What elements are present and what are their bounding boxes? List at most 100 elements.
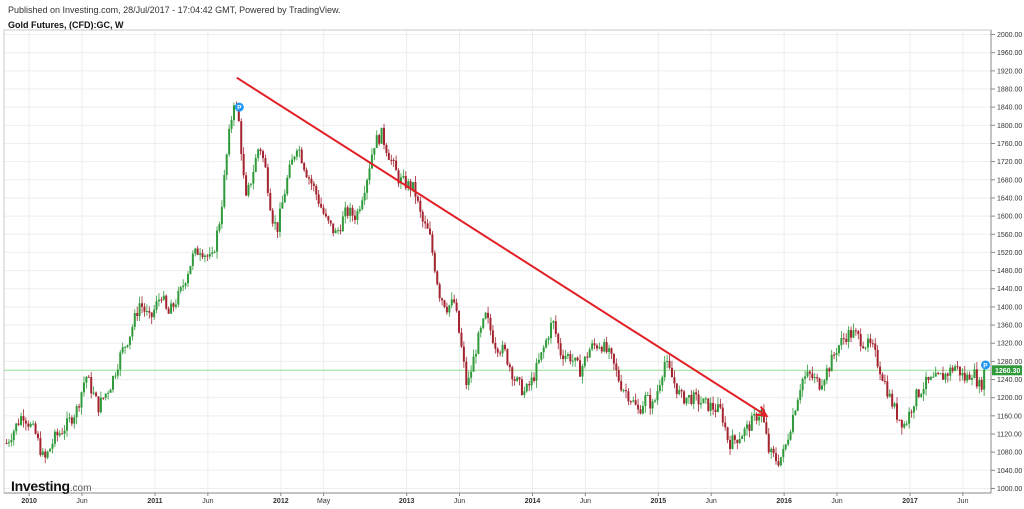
candle-body (598, 346, 601, 349)
candle-body (796, 399, 799, 411)
x-tick-label: 2011 (147, 498, 162, 505)
candle-body (595, 345, 598, 349)
candle-body (820, 385, 823, 390)
candle-body (581, 366, 584, 377)
candle-body (148, 311, 151, 313)
candle-body (683, 391, 686, 404)
candle-body (356, 211, 359, 220)
candle-body (7, 442, 10, 444)
candle-body (975, 369, 978, 387)
candle-body (56, 431, 59, 436)
candle-body (862, 346, 865, 349)
candle-body (155, 301, 158, 310)
candle-body (218, 224, 221, 231)
candle-body (496, 348, 499, 353)
y-tick-label: 2000.00 (997, 32, 1022, 39)
y-tick-label: 1520.00 (997, 250, 1022, 257)
candle-body (373, 148, 376, 155)
candle-body (494, 343, 497, 349)
candle-body (571, 360, 574, 362)
candle-body (99, 397, 102, 413)
candle-body (361, 200, 364, 210)
candle-body (177, 291, 180, 305)
candle-body (116, 369, 119, 376)
candle-body (208, 254, 211, 257)
candle-body (791, 414, 794, 432)
candle-body (462, 346, 465, 362)
candle-body (542, 347, 545, 353)
candle-body (339, 230, 342, 232)
candle-body (230, 119, 233, 129)
candle-body (748, 424, 751, 431)
candle-body (402, 175, 405, 178)
candle-body (525, 384, 528, 392)
candle-body (520, 379, 523, 395)
candle-body (262, 151, 265, 159)
candle-body (249, 183, 252, 185)
candle-body (576, 357, 579, 361)
x-axis: 2010 Jun 2011 Jun 2012 May 2013 Jun 2014 Jun 2015 J… (4, 492, 991, 505)
y-tick-label: 1920.00 (997, 68, 1022, 75)
y-tick-label: 1680.00 (997, 177, 1022, 184)
candle-body (145, 311, 148, 313)
candle-body (395, 160, 398, 171)
candle-body (678, 390, 681, 395)
candle-body (424, 221, 427, 224)
candle-body (337, 230, 340, 232)
candle-body (741, 436, 744, 439)
candle-body (305, 169, 308, 178)
candle-body (789, 431, 792, 440)
candle-body (925, 376, 928, 390)
candle-body (530, 377, 533, 386)
candle-body (857, 331, 860, 335)
candle-body (874, 343, 877, 350)
candle-body (421, 211, 424, 222)
candle-body (150, 312, 153, 318)
candle-body (772, 448, 775, 454)
candle-body (281, 202, 284, 209)
candle-body (883, 380, 886, 382)
y-tick-label: 1280.00 (997, 359, 1022, 366)
candle-body (380, 127, 383, 144)
candle-body (675, 383, 678, 395)
candle-body (245, 175, 248, 196)
candle-body (85, 376, 88, 383)
candle-body (702, 398, 705, 404)
x-tick-label: Jun (76, 498, 87, 505)
candle-body (237, 106, 240, 122)
candle-body (199, 253, 202, 255)
candle-body (971, 377, 974, 380)
candle-body (850, 330, 853, 338)
candle-body (274, 222, 277, 224)
candle-body (141, 303, 144, 307)
candle-body (283, 193, 286, 203)
candle-body (753, 414, 756, 416)
event-markers: PP (234, 102, 990, 370)
candle-body (271, 210, 274, 224)
candle-body (419, 200, 422, 212)
candle-body (816, 377, 819, 379)
candle-body (724, 422, 727, 428)
candle-body (508, 364, 511, 368)
candle-body (562, 355, 565, 360)
candle-body (499, 352, 502, 354)
candle-body (823, 380, 826, 386)
candle-body (5, 443, 8, 445)
candle-body (586, 356, 589, 358)
candle-body (407, 181, 410, 189)
candle-body (574, 357, 577, 361)
candle-body (591, 343, 594, 350)
candle-body (487, 312, 490, 318)
candle-body (639, 409, 642, 414)
candle-body (511, 367, 514, 380)
candle-body (61, 433, 64, 435)
candle-body (818, 378, 821, 390)
candle-body (157, 299, 160, 302)
candle-body (320, 203, 323, 208)
candle-body (428, 228, 431, 235)
candle-body (315, 186, 318, 195)
y-tick-label: 1600.00 (997, 214, 1022, 221)
candle-body (119, 352, 122, 370)
candle-body (736, 439, 739, 444)
